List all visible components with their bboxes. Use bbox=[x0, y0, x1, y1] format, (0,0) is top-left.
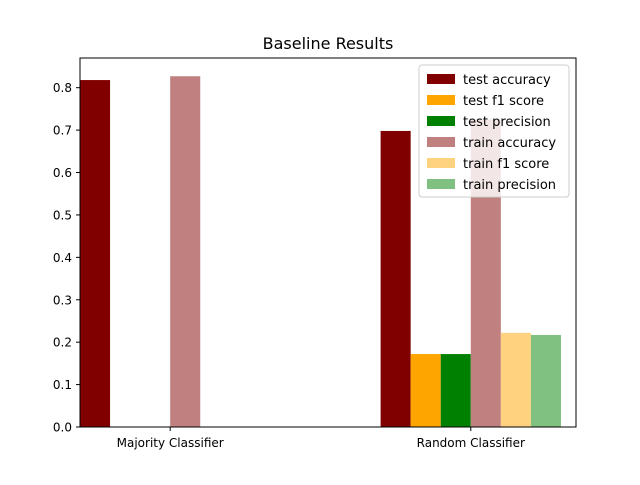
plot-frame bbox=[79, 57, 577, 428]
y-tick-label: 0.4 bbox=[53, 251, 72, 265]
chart-title: Baseline Results bbox=[263, 34, 394, 53]
legend: test accuracy test f1 score test precision… bbox=[418, 64, 570, 198]
legend-label: train f1 score bbox=[463, 157, 549, 172]
bar-test-accuracy-0 bbox=[80, 80, 111, 427]
y-tick-label: 0.0 bbox=[53, 421, 72, 435]
legend-label: train accuracy bbox=[463, 136, 556, 151]
legend-swatch bbox=[427, 116, 455, 126]
bar-train-precision-1 bbox=[530, 334, 561, 427]
y-tick-label: 0.7 bbox=[53, 124, 72, 138]
bar-train-f1-score-1 bbox=[500, 332, 531, 427]
legend-box bbox=[418, 64, 570, 198]
bar-test-accuracy-1 bbox=[380, 130, 411, 427]
x-tick-label: Majority Classifier bbox=[117, 436, 224, 450]
y-tick-label: 0.8 bbox=[53, 81, 72, 95]
y-tick-label: 0.2 bbox=[53, 336, 72, 350]
bar-test-f1-score-1 bbox=[410, 354, 441, 427]
legend-label: train precision bbox=[463, 178, 556, 193]
bars-layer bbox=[80, 76, 561, 428]
legend-swatch bbox=[427, 179, 455, 189]
legend-label: test f1 score bbox=[463, 94, 544, 109]
legend-label: test precision bbox=[463, 115, 551, 130]
bar-test-precision-1 bbox=[440, 354, 471, 427]
y-tick-label: 0.3 bbox=[53, 293, 72, 307]
y-tick-label: 0.5 bbox=[53, 208, 72, 222]
legend-swatch bbox=[427, 137, 455, 147]
legend-label: test accuracy bbox=[463, 73, 551, 88]
y-tick-label: 0.6 bbox=[53, 166, 72, 180]
legend-swatch bbox=[427, 158, 455, 168]
x-tick-label: Random Classifier bbox=[417, 436, 525, 450]
y-tick-label: 0.1 bbox=[53, 378, 72, 392]
bar-train-accuracy-0 bbox=[170, 76, 201, 428]
axes-layer: 0.0 0.1 0.2 0.3 0.4 0.5 0.6 0.7 0.8 Majority Clas… bbox=[53, 57, 577, 450]
legend-swatch bbox=[427, 74, 455, 84]
legend-swatch bbox=[427, 95, 455, 105]
